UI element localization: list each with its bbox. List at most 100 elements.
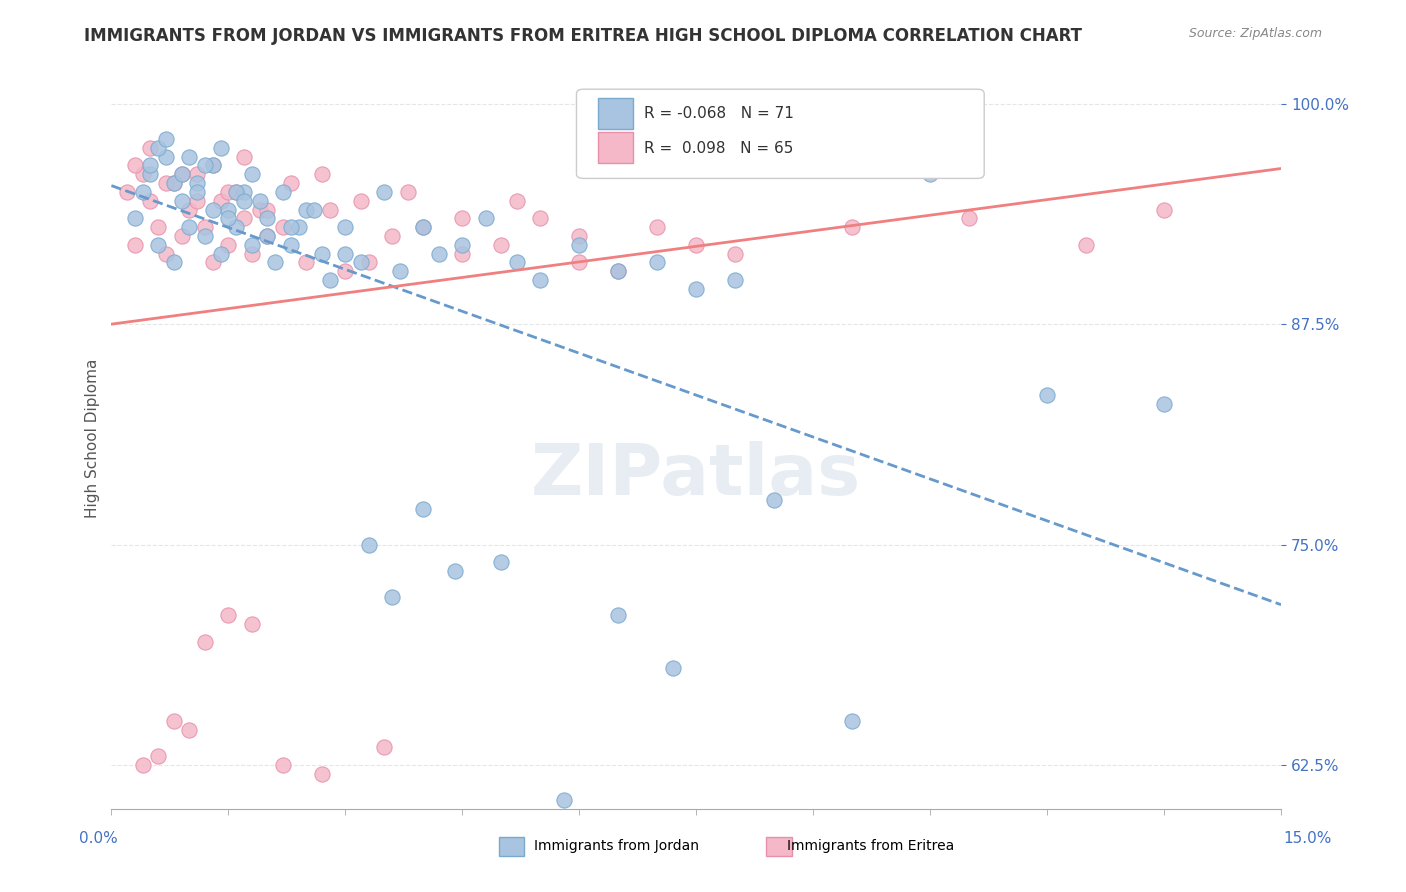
Point — [451, 237, 474, 252]
Point — [491, 237, 513, 252]
Point — [225, 185, 247, 199]
Point — [256, 229, 278, 244]
Point — [256, 202, 278, 217]
Point — [335, 264, 357, 278]
Point — [155, 176, 177, 190]
Point — [1153, 202, 1175, 217]
Point — [209, 194, 232, 208]
Point — [217, 202, 239, 217]
Point — [163, 714, 186, 728]
Point — [287, 220, 309, 235]
Point — [271, 185, 294, 199]
Point — [295, 202, 318, 217]
Point — [124, 211, 146, 226]
Point — [412, 220, 434, 235]
Point — [319, 273, 342, 287]
Point — [139, 159, 162, 173]
Text: IMMIGRANTS FROM JORDAN VS IMMIGRANTS FROM ERITREA HIGH SCHOOL DIPLOMA CORRELATIO: IMMIGRANTS FROM JORDAN VS IMMIGRANTS FRO… — [84, 27, 1083, 45]
Point — [217, 211, 239, 226]
Point — [506, 255, 529, 269]
Point — [373, 740, 395, 755]
Point — [115, 185, 138, 199]
Point — [194, 634, 217, 648]
Point — [240, 167, 263, 181]
Point — [131, 167, 153, 181]
Text: Source: ZipAtlas.com: Source: ZipAtlas.com — [1188, 27, 1322, 40]
Point — [1076, 237, 1098, 252]
Point — [607, 608, 630, 623]
Point — [335, 220, 357, 235]
Point — [179, 202, 201, 217]
Point — [311, 167, 333, 181]
Point — [155, 132, 177, 146]
Point — [350, 255, 373, 269]
Point — [427, 246, 450, 260]
Text: R =  0.098   N = 65: R = 0.098 N = 65 — [644, 141, 793, 155]
Point — [271, 220, 294, 235]
Point — [217, 237, 239, 252]
Point — [124, 237, 146, 252]
Point — [645, 220, 668, 235]
Point — [302, 202, 325, 217]
Point — [957, 211, 980, 226]
Point — [240, 246, 263, 260]
Point — [201, 159, 224, 173]
Point — [233, 185, 256, 199]
Point — [139, 194, 162, 208]
Point — [553, 793, 575, 807]
Point — [412, 502, 434, 516]
Point — [139, 167, 162, 181]
Point — [163, 176, 186, 190]
Point — [217, 185, 239, 199]
Point — [163, 176, 186, 190]
Text: 15.0%: 15.0% — [1284, 831, 1331, 846]
Point — [474, 211, 496, 226]
Text: 0.0%: 0.0% — [79, 831, 118, 846]
Point — [529, 273, 551, 287]
Point — [841, 220, 863, 235]
Point — [607, 264, 630, 278]
Point — [412, 220, 434, 235]
Point — [209, 246, 232, 260]
Point — [148, 220, 170, 235]
Point — [155, 150, 177, 164]
Point — [311, 766, 333, 780]
Point — [319, 202, 342, 217]
Point — [920, 167, 942, 181]
Point — [240, 237, 263, 252]
Point — [225, 220, 247, 235]
Text: Immigrants from Eritrea: Immigrants from Eritrea — [787, 838, 955, 853]
Text: Immigrants from Jordan: Immigrants from Jordan — [534, 838, 699, 853]
Point — [568, 229, 591, 244]
Point — [201, 159, 224, 173]
Point — [295, 255, 318, 269]
Point — [148, 749, 170, 764]
Point — [381, 591, 404, 605]
Point — [225, 185, 247, 199]
Point — [194, 220, 217, 235]
Point — [209, 141, 232, 155]
Point — [451, 211, 474, 226]
Point — [179, 723, 201, 737]
Point — [685, 237, 707, 252]
Point — [186, 176, 208, 190]
Point — [685, 282, 707, 296]
Point — [724, 246, 747, 260]
Point — [179, 150, 201, 164]
Point — [170, 167, 193, 181]
Point — [194, 159, 217, 173]
Point — [249, 194, 271, 208]
Point — [155, 246, 177, 260]
Point — [217, 608, 239, 623]
Point — [179, 220, 201, 235]
Point — [148, 141, 170, 155]
Point — [443, 564, 465, 578]
Point — [311, 246, 333, 260]
Point — [373, 185, 395, 199]
Point — [256, 211, 278, 226]
Point — [335, 246, 357, 260]
Point — [763, 493, 786, 508]
Text: R = -0.068   N = 71: R = -0.068 N = 71 — [644, 106, 794, 120]
Point — [841, 714, 863, 728]
Point — [240, 616, 263, 631]
